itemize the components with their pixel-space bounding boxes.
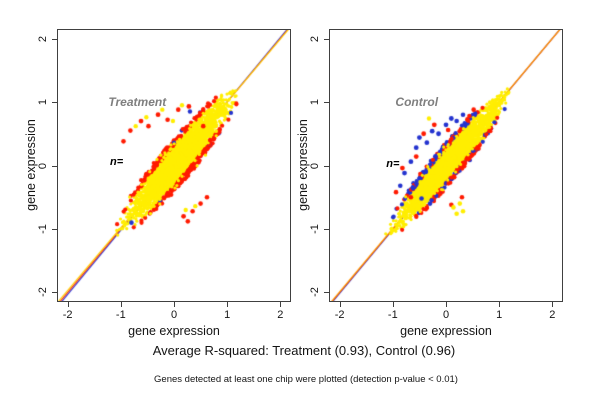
x-tick-mark bbox=[339, 302, 341, 307]
y-tick-label: 1 bbox=[37, 98, 49, 106]
control-n-annotation: n= bbox=[386, 158, 400, 171]
y-tick-label: -2 bbox=[309, 287, 321, 298]
treatment-panel-label: Treatment bbox=[108, 95, 167, 109]
x-tick-label: 2 bbox=[549, 309, 556, 321]
x-tick-mark bbox=[120, 302, 122, 307]
treatment-plot-border bbox=[57, 29, 291, 302]
control-x-axis-title: gene expression bbox=[400, 324, 492, 338]
x-tick-label: 2 bbox=[277, 309, 284, 321]
x-tick-label: 0 bbox=[170, 309, 178, 321]
y-tick-mark bbox=[52, 38, 57, 40]
y-tick-label: -1 bbox=[37, 224, 49, 234]
x-tick-mark bbox=[552, 302, 554, 307]
x-tick-mark bbox=[499, 302, 501, 307]
x-tick-mark bbox=[227, 302, 229, 307]
control-scatter-canvas bbox=[329, 29, 563, 302]
detection-footnote: Genes detected at least one chip were pl… bbox=[154, 374, 458, 385]
x-tick-label: -2 bbox=[62, 309, 73, 321]
y-tick-mark bbox=[52, 165, 57, 167]
y-tick-label: 0 bbox=[37, 162, 49, 169]
control-panel-label: Control bbox=[395, 95, 439, 109]
y-tick-label: -1 bbox=[309, 224, 321, 234]
x-tick-mark bbox=[446, 302, 447, 307]
x-tick-label: -2 bbox=[334, 309, 345, 321]
x-tick-mark bbox=[67, 302, 69, 307]
x-tick-label: 1 bbox=[224, 309, 231, 321]
y-tick-mark bbox=[324, 228, 329, 230]
x-tick-label: -1 bbox=[115, 309, 126, 321]
control-plot-border bbox=[329, 29, 563, 302]
y-tick-label: 0 bbox=[309, 162, 321, 169]
y-tick-mark bbox=[324, 102, 329, 103]
y-tick-mark bbox=[52, 102, 57, 103]
y-tick-label: 1 bbox=[309, 98, 321, 106]
y-tick-mark bbox=[324, 38, 329, 40]
y-tick-label: -2 bbox=[37, 287, 49, 298]
x-tick-label: 0 bbox=[442, 309, 450, 321]
treatment-x-axis-title: gene expression bbox=[128, 324, 220, 338]
treatment-y-axis-title: gene expression bbox=[24, 119, 38, 211]
treatment-scatter-plot: Treatment n= gene expression gene expres… bbox=[24, 29, 291, 338]
x-tick-label: 1 bbox=[496, 309, 503, 321]
control-y-axis-title: gene expression bbox=[296, 119, 310, 211]
y-tick-label: 2 bbox=[309, 35, 321, 42]
x-tick-mark bbox=[174, 302, 175, 307]
y-tick-mark bbox=[52, 292, 57, 294]
y-tick-mark bbox=[324, 292, 329, 294]
treatment-scatter-canvas bbox=[57, 29, 291, 302]
y-tick-mark bbox=[324, 165, 329, 167]
control-scatter-plot: Control n= gene expression gene expressi… bbox=[296, 29, 563, 338]
x-tick-mark bbox=[392, 302, 394, 307]
y-tick-label: 2 bbox=[37, 35, 49, 42]
y-tick-mark bbox=[52, 228, 57, 230]
treatment-n-annotation: n= bbox=[109, 156, 124, 169]
x-tick-label: -1 bbox=[387, 309, 398, 321]
r-squared-caption: Average R-squared: Treatment (0.93), Con… bbox=[152, 343, 456, 358]
x-tick-mark bbox=[280, 302, 282, 307]
